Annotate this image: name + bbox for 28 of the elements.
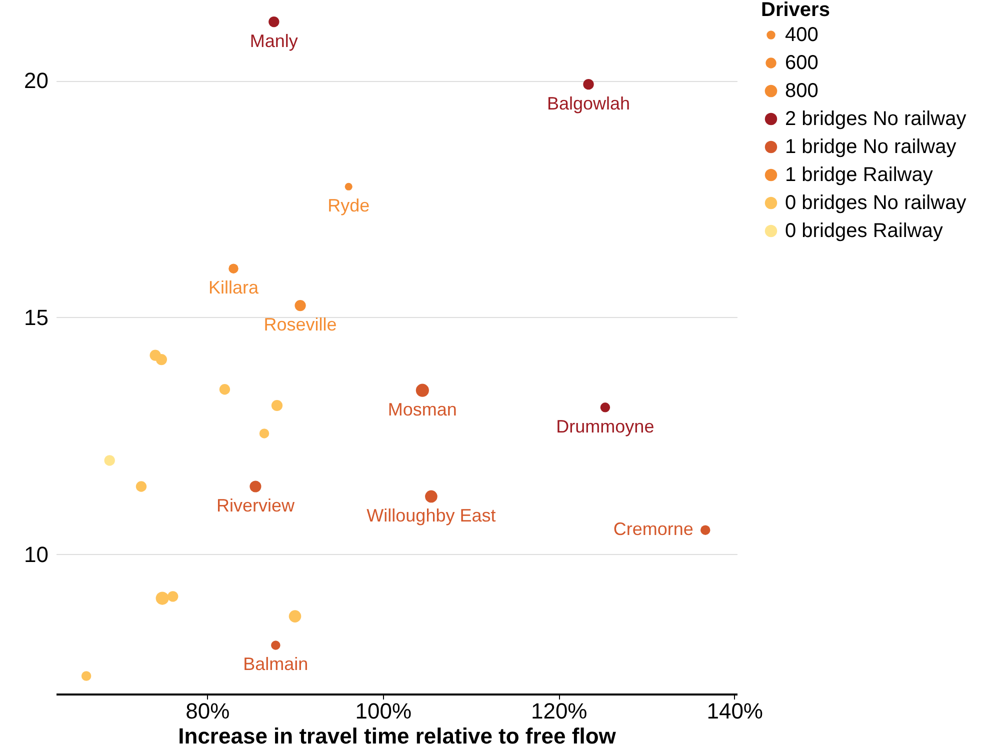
annotation: Balgowlah <box>546 93 630 114</box>
annotation: Drummoyne <box>556 416 654 436</box>
annotation: Ryde <box>328 196 370 216</box>
x-tick-label: 140% <box>706 698 764 724</box>
annotation: Balmain <box>243 654 308 674</box>
x-tick-label: 80% <box>186 698 230 724</box>
annotation: Mosman <box>388 399 457 420</box>
y-tick-label: 15 <box>24 304 48 330</box>
annotation: Manly <box>250 30 298 51</box>
annotation: Willoughby East <box>366 505 496 526</box>
legend-label: 0 bridges No railway <box>785 192 966 214</box>
y-tick-label: 10 <box>24 542 48 567</box>
y-tick-label: 20 <box>24 68 48 94</box>
legend-label: 400 <box>785 24 818 46</box>
annotation: Roseville <box>264 314 337 335</box>
annotation: Killara <box>208 278 260 298</box>
legend-label: 800 <box>785 80 818 102</box>
legend-label: 1 bridge Railway <box>785 164 933 186</box>
legend-label: 0 bridges Railway <box>785 220 943 242</box>
x-tick-label: 120% <box>530 698 588 724</box>
annotation: Cremorne <box>613 519 694 540</box>
x-tick-label: 100% <box>355 698 412 724</box>
legend-label: 1 bridge No railway <box>785 136 956 158</box>
annotation: Riverview <box>216 496 296 516</box>
x-axis-title: Increase in travel time relative to free flow <box>178 724 617 748</box>
legend-label: 2 bridges No railway <box>785 108 966 130</box>
legend-label: 600 <box>785 52 818 74</box>
legend-title: Drivers <box>761 0 830 21</box>
